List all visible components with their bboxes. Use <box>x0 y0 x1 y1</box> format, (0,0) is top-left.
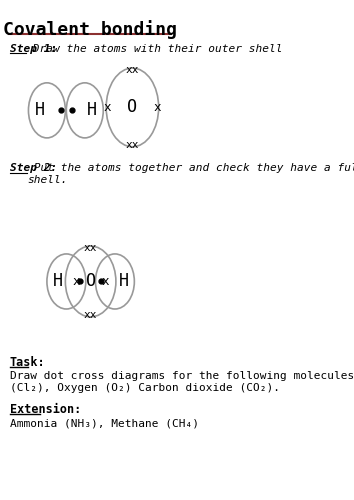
Text: Put the atoms together and check they have a full outer
shell.: Put the atoms together and check they ha… <box>27 164 354 185</box>
Text: H: H <box>119 272 129 290</box>
Text: x: x <box>102 275 109 288</box>
Text: Draw the atoms with their outer shell: Draw the atoms with their outer shell <box>25 44 282 54</box>
Text: H: H <box>87 102 97 119</box>
Text: xx: xx <box>84 310 97 320</box>
Text: Covalent bonding: Covalent bonding <box>3 20 177 39</box>
Text: xx: xx <box>126 140 139 150</box>
Text: x: x <box>104 101 112 114</box>
Text: Ammonia (NH₃), Methane (CH₄): Ammonia (NH₃), Methane (CH₄) <box>10 418 199 428</box>
Text: Step 2:: Step 2: <box>10 164 57 173</box>
Text: H: H <box>35 102 45 119</box>
Text: Draw dot cross diagrams for the following molecules: Chlorine gas
(Cl₂), Oxygen : Draw dot cross diagrams for the followin… <box>10 371 354 392</box>
Text: H: H <box>53 272 63 290</box>
Text: x: x <box>153 101 161 114</box>
Text: xx: xx <box>126 65 139 75</box>
Text: x: x <box>72 275 80 288</box>
Text: Step 1:: Step 1: <box>10 44 57 54</box>
Text: O: O <box>127 98 137 116</box>
Text: Task:: Task: <box>10 356 46 369</box>
Text: xx: xx <box>84 243 97 253</box>
Text: O: O <box>86 272 96 290</box>
Text: Extension:: Extension: <box>10 404 81 416</box>
